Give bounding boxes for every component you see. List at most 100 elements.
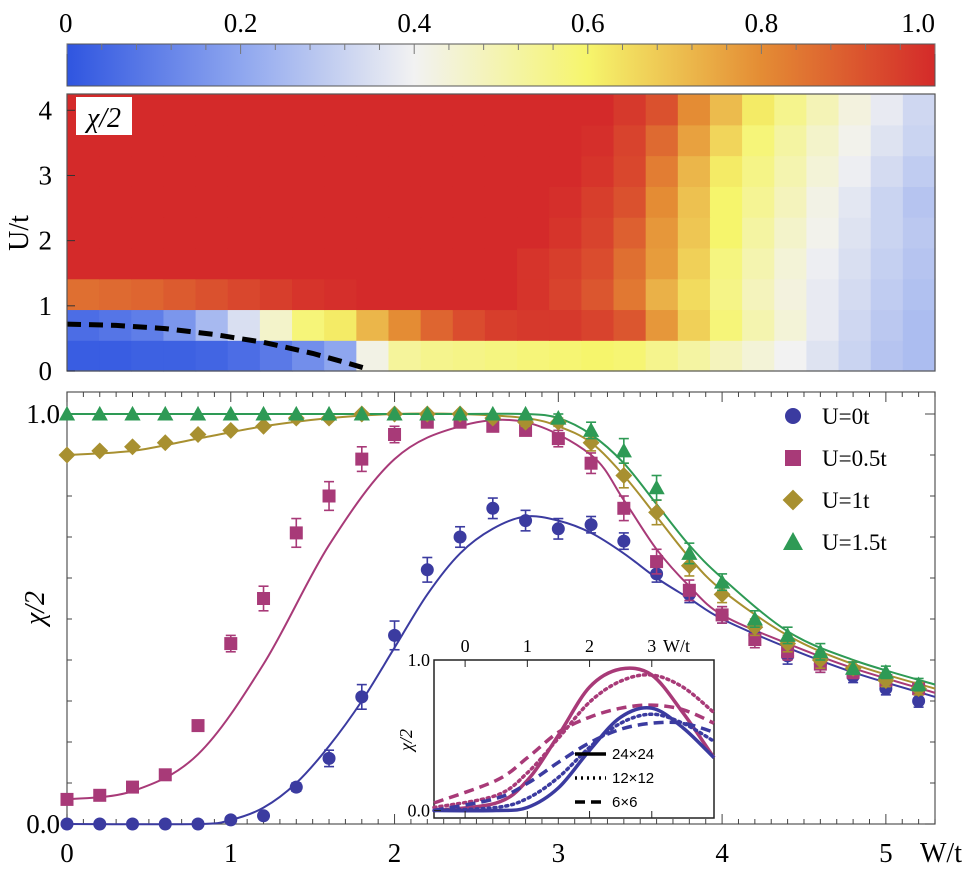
data-point xyxy=(584,518,598,532)
heatmap-cell xyxy=(517,186,550,218)
heatmap-cell xyxy=(292,278,325,311)
main-y-tick-label: 0.0 xyxy=(26,809,60,839)
data-point xyxy=(157,405,174,421)
heatmap-cell xyxy=(420,186,454,218)
heatmap-cell xyxy=(581,247,615,280)
main-data-points xyxy=(58,405,928,831)
data-point xyxy=(812,643,829,659)
heatmap-cell xyxy=(259,186,293,218)
data-point xyxy=(550,409,567,425)
heatmap-cell xyxy=(677,278,711,311)
heatmap-cell xyxy=(806,247,840,280)
legend-marker xyxy=(782,489,804,511)
data-point xyxy=(453,530,467,544)
data-point xyxy=(877,664,894,679)
heatmap-cell xyxy=(484,278,518,311)
heatmap-cell xyxy=(613,155,647,187)
heatmap-cell xyxy=(388,94,422,126)
heatmap-cell xyxy=(163,217,197,249)
inset-legend-label: 12×12 xyxy=(612,770,654,787)
data-point xyxy=(584,456,598,470)
heatmap-cell xyxy=(356,186,390,218)
heatmap-y-axis-label: U/t xyxy=(4,215,35,251)
heatmap-cell xyxy=(420,340,454,372)
heatmap-cell xyxy=(902,94,936,126)
data-point xyxy=(222,405,239,421)
heatmap-cell xyxy=(388,309,422,341)
heatmap-cell xyxy=(517,278,550,311)
colorbar-tick-label: 0.8 xyxy=(745,8,779,38)
heatmap-cell xyxy=(259,155,293,187)
inset-y-tick-labels: 0.0 1.0 xyxy=(408,650,431,820)
heatmap-y-tick-label: 3 xyxy=(39,160,53,190)
inset-y-tick-label: 1.0 xyxy=(408,650,431,670)
heatmap-cell xyxy=(613,340,647,372)
data-point xyxy=(486,501,500,515)
heatmap-cell xyxy=(452,186,486,218)
heatmap-cell xyxy=(227,340,261,372)
inset-x-tick-label: 3 xyxy=(647,636,656,656)
heatmap-cell xyxy=(645,186,679,218)
inset-y-tick-label: 0.0 xyxy=(408,800,431,820)
heatmap-cell xyxy=(742,155,775,187)
heatmap-cell xyxy=(806,94,840,126)
heatmap-cell xyxy=(420,94,454,126)
heatmap-cell xyxy=(742,340,775,372)
data-point xyxy=(322,489,336,503)
heatmap-cell xyxy=(742,186,775,218)
heatmap-cell xyxy=(581,278,615,311)
heatmap-cell xyxy=(709,247,743,280)
heatmap-cell xyxy=(742,309,775,341)
data-point xyxy=(748,633,762,646)
data-point xyxy=(289,526,303,540)
data-point xyxy=(189,426,207,443)
heatmap-cell xyxy=(902,217,936,249)
inset-ticks xyxy=(434,659,653,818)
heatmap-boundary-curve xyxy=(66,321,371,373)
heatmap-cell xyxy=(99,278,132,311)
data-point xyxy=(519,514,533,528)
heatmap-cell xyxy=(163,186,197,218)
heatmap-cell xyxy=(259,278,293,311)
heatmap-cell xyxy=(838,340,872,372)
inset-x-axis-label: W/t xyxy=(663,636,690,656)
heatmap-cell xyxy=(613,124,647,157)
heatmap-cell xyxy=(131,155,165,187)
heatmap-cell xyxy=(549,186,582,218)
heatmap-cell xyxy=(324,247,357,280)
heatmap-cell xyxy=(774,309,808,341)
heatmap-cell xyxy=(806,340,840,372)
heatmap-cell xyxy=(645,278,679,311)
heatmap-cell xyxy=(549,247,582,280)
heatmap-cell xyxy=(227,186,261,218)
main-frame xyxy=(66,391,936,825)
heatmap-cell xyxy=(677,94,711,126)
heatmap-cell xyxy=(131,340,165,372)
heatmap-cell xyxy=(838,217,872,249)
heatmap-cell xyxy=(549,124,582,157)
main-x-tick-labels: 0 1 2 3 4 5 xyxy=(60,838,892,868)
heatmap-cell xyxy=(517,217,550,249)
heatmap-cell xyxy=(452,278,486,311)
data-point xyxy=(158,817,172,831)
main-y-axis-label: χ/2 xyxy=(20,591,51,628)
heatmap-cell xyxy=(549,278,582,311)
data-point xyxy=(681,545,698,560)
data-point xyxy=(648,503,666,521)
data-point xyxy=(58,446,76,464)
heatmap-cell xyxy=(806,124,840,157)
heatmap-cell xyxy=(195,124,229,157)
heatmap-cell xyxy=(292,124,325,157)
heatmap-cell xyxy=(709,217,743,249)
heatmap-cell xyxy=(549,94,582,126)
heatmap-cell xyxy=(67,155,100,187)
heatmap-panel-label: χ/2 xyxy=(84,103,121,134)
data-point xyxy=(680,557,698,575)
heatmap-cell xyxy=(484,309,518,341)
heatmap-cell xyxy=(99,155,132,187)
data-point xyxy=(713,585,731,603)
heatmap-cell xyxy=(195,155,229,187)
inset-x-tick-labels: 0 1 2 3 xyxy=(461,636,657,656)
heatmap-cell xyxy=(549,309,582,341)
data-point xyxy=(844,660,862,675)
